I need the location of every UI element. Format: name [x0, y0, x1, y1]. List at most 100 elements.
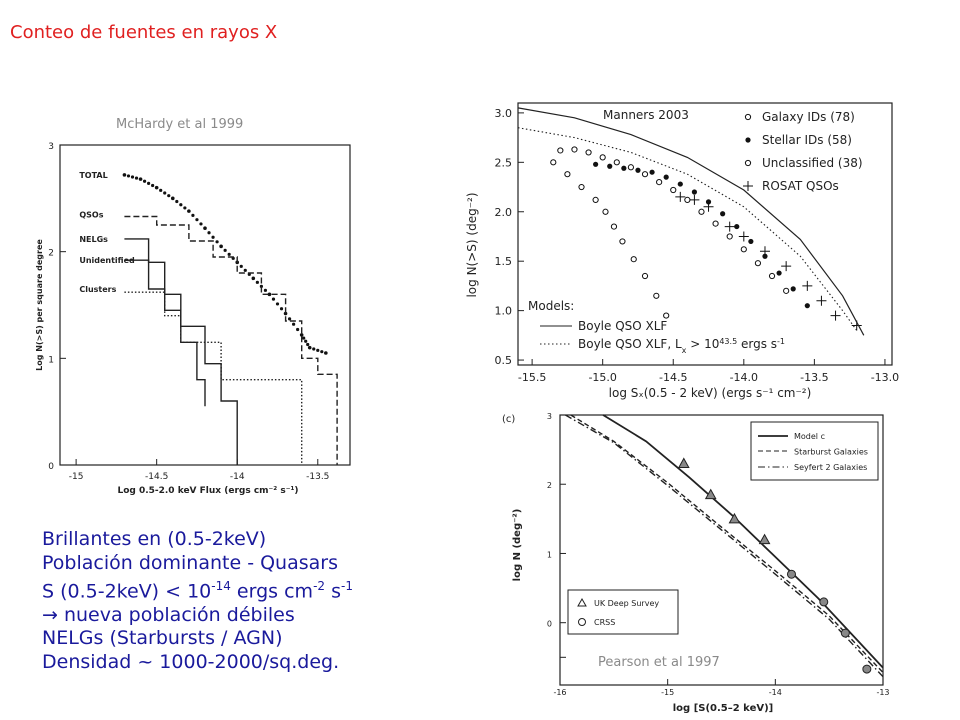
- bullet-3-exp-1: -14: [211, 579, 231, 593]
- starburst-line: [570, 414, 884, 673]
- total-point: [147, 181, 151, 185]
- total-point: [316, 348, 320, 352]
- stellar-point: [635, 167, 641, 173]
- total-point: [195, 218, 199, 222]
- series-label: NELGs: [79, 235, 108, 244]
- series-label: Unidentified: [79, 256, 135, 265]
- total-point: [154, 185, 159, 190]
- total-point: [159, 188, 163, 192]
- total-point: [142, 179, 147, 183]
- model-line-dotted: [517, 127, 858, 331]
- x-tick-label: -14.5: [659, 371, 687, 384]
- stellar-point: [593, 161, 599, 167]
- total-point: [324, 351, 328, 355]
- galaxy-point: [698, 208, 705, 215]
- galaxy-point: [557, 147, 564, 154]
- x-axis-label: log [S(0.5–2 keV)]: [673, 703, 773, 714]
- qso-plus-point: [689, 194, 700, 205]
- bullet-list: Brillantes en (0.5-2keV) Población domin…: [42, 528, 353, 674]
- series-qsos-line: [124, 215, 338, 465]
- x-tick-label: -15.5: [518, 371, 546, 384]
- bullet-3-part-3: s: [325, 580, 341, 603]
- x-tick-label: -13: [876, 688, 889, 697]
- models-label: Boyle QSO XLF: [578, 319, 667, 333]
- total-point: [306, 342, 310, 347]
- bullet-1: Brillantes en (0.5-2keV): [42, 528, 267, 550]
- bullet-3-exp-3: -1: [340, 579, 353, 593]
- y-tick-label: 3.0: [495, 107, 513, 120]
- uk-deep-point: [677, 457, 690, 468]
- galaxy-point: [740, 246, 747, 253]
- total-point: [179, 203, 183, 207]
- galaxy-point: [663, 312, 670, 319]
- galaxy-point: [641, 171, 649, 178]
- x-tick-label: -13.0: [871, 371, 899, 384]
- galaxy-point: [641, 272, 649, 280]
- total-point: [191, 213, 195, 217]
- chart-pearson: -16 -15 -14 -13 0 1 2 3 (c) log [S(0.5–2 keV)] log…: [502, 412, 890, 714]
- total-point: [320, 350, 324, 354]
- legend-label: Stellar IDs (58): [762, 133, 852, 147]
- model-c-line: [602, 414, 884, 669]
- legend-stellar-marker: [745, 137, 751, 143]
- total-point: [167, 194, 171, 198]
- total-point: [151, 183, 155, 188]
- total-point: [283, 311, 288, 316]
- x-tick-label: -13.5: [800, 371, 828, 384]
- x-tick-label: -14: [230, 472, 245, 482]
- plot-frame: [59, 144, 351, 466]
- total-point: [251, 276, 256, 281]
- galaxy-point: [571, 146, 578, 153]
- x-tick-label: -14: [769, 688, 782, 697]
- total-point: [223, 248, 227, 252]
- models-label-part: x: [682, 346, 687, 355]
- total-point: [304, 339, 308, 343]
- stellar-point: [649, 169, 655, 175]
- qso-plus-point: [703, 201, 714, 212]
- stellar-point: [734, 223, 740, 230]
- galaxy-point: [627, 164, 635, 171]
- y-tick-label: 2.0: [495, 206, 513, 219]
- total-point: [122, 173, 127, 177]
- qso-plus-point: [738, 231, 749, 242]
- total-point: [219, 244, 223, 249]
- legend2-box: [567, 589, 679, 635]
- legend-galaxy-marker: [744, 113, 752, 121]
- legend-label: CRSS: [594, 618, 615, 627]
- total-point: [134, 176, 139, 180]
- legend-crss-marker: [578, 618, 586, 626]
- y-tick-label: 2: [48, 249, 54, 259]
- qso-plus-point: [816, 295, 827, 306]
- caption-mchardy: McHardy et al 1999: [116, 117, 244, 132]
- bullet-3-part-2: ergs cm: [230, 580, 314, 603]
- qso-plus-point: [781, 261, 792, 272]
- chart-mchardy: -15 -14.5 -14 -13.5 0 1 2 3 Log 0.5-2.0 keV Flux…: [35, 142, 351, 496]
- total-point: [175, 199, 179, 204]
- total-point: [126, 174, 131, 178]
- total-point: [263, 288, 268, 292]
- models-title: Models:: [528, 299, 574, 313]
- caption-manners: Manners 2003: [603, 108, 689, 122]
- x-tick-label: -14.0: [730, 371, 758, 384]
- bullet-3: S (0.5-2keV) < 10-14 ergs cm-2 s-1: [42, 575, 353, 604]
- slide-title: Conteo de fuentes en rayos X: [10, 22, 278, 43]
- x-tick-label: -14.5: [145, 472, 168, 482]
- galaxy-point: [630, 256, 637, 263]
- y-tick-label: 0.5: [495, 354, 513, 367]
- legend-label: Model c: [794, 432, 825, 441]
- total-point: [259, 284, 263, 288]
- bullet-3-exp-2: -2: [313, 579, 326, 593]
- total-point: [199, 222, 203, 226]
- legend-label: UK Deep Survey: [594, 599, 659, 608]
- galaxy-point: [602, 208, 609, 215]
- y-tick-label: 1: [48, 355, 54, 365]
- galaxy-point: [712, 220, 719, 227]
- stellar-point: [790, 286, 796, 292]
- series-label: Clusters: [79, 285, 116, 294]
- qso-plus-point: [675, 191, 686, 202]
- total-point: [227, 252, 231, 256]
- crss-point: [786, 569, 796, 579]
- qso-plus-point: [802, 280, 813, 291]
- total-point: [243, 268, 247, 272]
- galaxy-point: [783, 287, 790, 294]
